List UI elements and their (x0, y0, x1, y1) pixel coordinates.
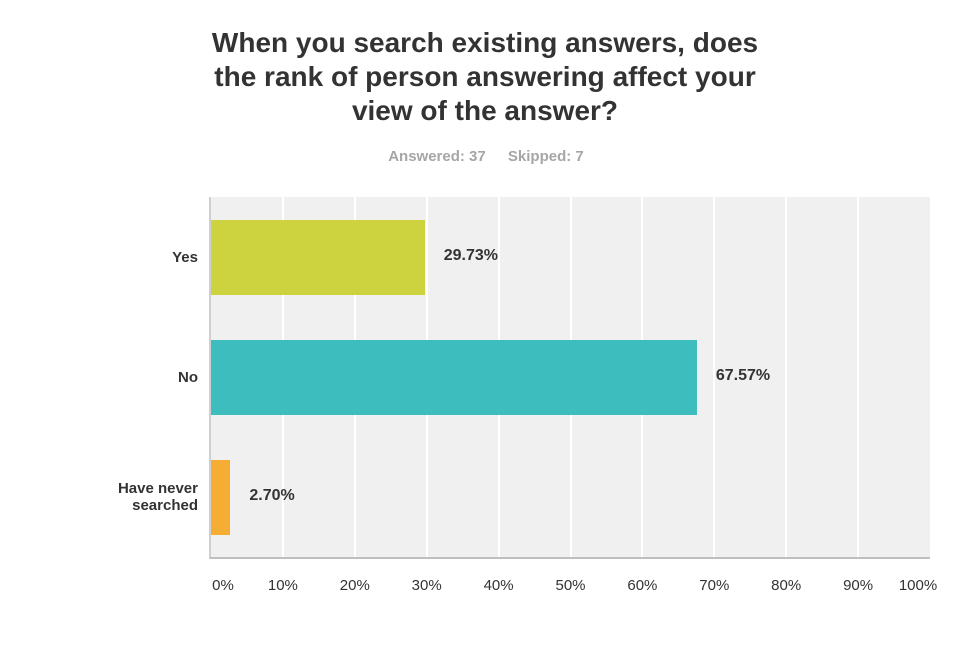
gridline (857, 197, 860, 557)
x-tick-label: 50% (555, 577, 586, 594)
category-label-line: searched (132, 497, 198, 514)
x-axis-line (210, 557, 930, 559)
gridline (785, 197, 788, 557)
x-tick-label: 100% (898, 577, 938, 594)
chart-title-line: the rank of person answering affect your (214, 61, 756, 92)
x-tick-label: 20% (339, 577, 370, 594)
category-label: No (38, 369, 198, 386)
chart-title-line: When you search existing answers, does (211, 27, 759, 58)
x-tick-label: 10% (267, 577, 298, 594)
y-axis-line (209, 197, 211, 559)
response-counts: Answered: 37 Skipped: 7 (0, 148, 972, 165)
x-tick-label: 70% (699, 577, 730, 594)
gridline (713, 197, 716, 557)
chart-title: When you search existing answers, does t… (150, 26, 820, 128)
data-label: 67.57% (715, 367, 771, 384)
bar[interactable] (211, 459, 231, 535)
category-label-line: Have never (117, 480, 198, 497)
chart-title-line: view of the answer? (351, 95, 619, 126)
bar[interactable] (211, 219, 425, 295)
category-label-line: Yes (172, 248, 198, 266)
data-label: 29.73% (443, 247, 499, 264)
data-label: 2.70% (249, 487, 295, 504)
answered-count: Answered: 37 (388, 148, 486, 165)
x-tick-label: 80% (771, 577, 802, 594)
category-label: Have never searched (38, 480, 198, 514)
bar[interactable] (211, 339, 697, 415)
x-tick-label: 30% (411, 577, 442, 594)
x-tick-label: 60% (627, 577, 658, 594)
category-label-line: No (178, 368, 198, 386)
skipped-count: Skipped: 7 (507, 148, 584, 165)
x-tick-label: 40% (483, 577, 514, 594)
x-tick-label: 90% (843, 577, 874, 594)
category-label: Yes (38, 249, 198, 266)
x-tick-label: 0% (212, 577, 234, 594)
